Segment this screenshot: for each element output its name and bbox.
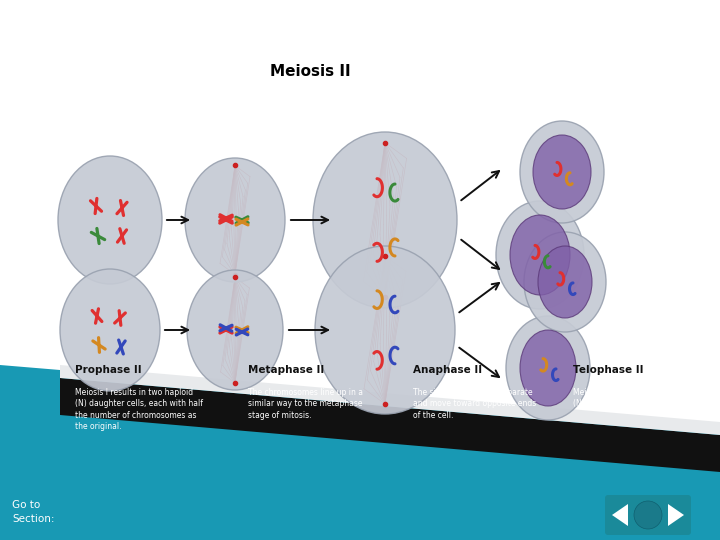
Ellipse shape: [496, 201, 584, 309]
Polygon shape: [612, 504, 628, 526]
Text: Telophase II: Telophase II: [573, 365, 644, 375]
Text: The sister chromatids separate
and move toward opposite ends
of the cell.: The sister chromatids separate and move …: [413, 388, 536, 420]
Ellipse shape: [315, 246, 455, 414]
Polygon shape: [60, 365, 720, 435]
Polygon shape: [668, 504, 684, 526]
Ellipse shape: [313, 132, 457, 308]
Text: Meiosis II results in four haploid
(N) daughter cells.: Meiosis II results in four haploid (N) d…: [573, 388, 695, 408]
Text: Meiosis II: Meiosis II: [270, 64, 351, 79]
Ellipse shape: [510, 215, 570, 295]
Polygon shape: [0, 365, 720, 540]
Ellipse shape: [185, 158, 285, 282]
Ellipse shape: [60, 269, 160, 391]
Text: Metaphase II: Metaphase II: [248, 365, 324, 375]
FancyBboxPatch shape: [605, 495, 691, 535]
Ellipse shape: [524, 232, 606, 332]
Circle shape: [634, 501, 662, 529]
Ellipse shape: [520, 121, 604, 223]
Polygon shape: [60, 378, 720, 472]
Ellipse shape: [187, 270, 283, 390]
Ellipse shape: [58, 156, 162, 284]
Ellipse shape: [506, 316, 590, 420]
Ellipse shape: [533, 135, 591, 209]
Ellipse shape: [538, 246, 592, 318]
Text: Anaphase II: Anaphase II: [413, 365, 482, 375]
Text: Prophase II: Prophase II: [75, 365, 142, 375]
Text: Meiosis I results in two haploid
(N) daughter cells, each with half
the number o: Meiosis I results in two haploid (N) dau…: [75, 388, 203, 431]
Ellipse shape: [520, 330, 576, 406]
Text: The chromosomes line up in a
similar way to the metaphase
stage of mitosis.: The chromosomes line up in a similar way…: [248, 388, 363, 420]
Text: Go to
Section:: Go to Section:: [12, 501, 55, 524]
